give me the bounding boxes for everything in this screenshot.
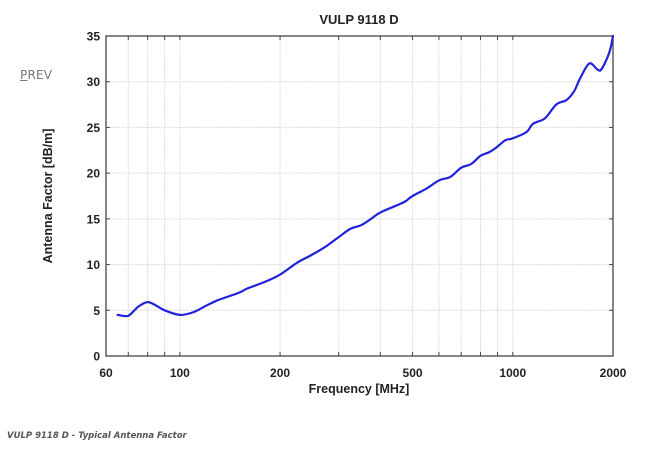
- series-layer: [116, 34, 615, 318]
- y-tick-label: 5: [93, 304, 100, 318]
- y-tick-label: 35: [87, 30, 101, 44]
- x-tick-label: 1000: [499, 366, 526, 380]
- y-tick-label: 30: [87, 75, 101, 89]
- y-tick-label: 25: [87, 121, 101, 135]
- axes-layer: 0 5 10 15 20 25 30 35 60 100 200 500 1000 2000: [87, 30, 627, 381]
- x-tick-label: 200: [270, 366, 290, 380]
- series-line-antenna-factor: [116, 34, 615, 318]
- figure-caption: VULP 9118 D - Typical Antenna Factor: [7, 431, 187, 441]
- x-tick-label: 100: [170, 366, 190, 380]
- plot-frame: [105, 35, 614, 357]
- y-tick-label: 20: [87, 167, 101, 181]
- x-tick-label: 2000: [600, 366, 627, 380]
- chart-title: VULP 9118 D: [319, 12, 398, 27]
- x-axis-title: Frequency [MHz]: [309, 382, 410, 396]
- prev-link[interactable]: PREV: [20, 68, 53, 82]
- y-axis-title: Antenna Factor [dB/m]: [41, 129, 55, 264]
- y-tick-label: 0: [93, 350, 100, 364]
- y-tick-label: 10: [87, 258, 101, 272]
- y-tick-label: 15: [87, 212, 101, 226]
- x-tick-label: 500: [403, 366, 423, 380]
- grid-layer: [106, 36, 613, 356]
- x-tick-label: 60: [99, 366, 113, 380]
